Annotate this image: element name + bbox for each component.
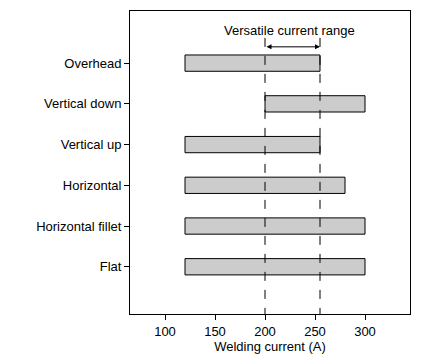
svg-text:Flat: Flat [100, 259, 122, 274]
svg-text:Welding current (A): Welding current (A) [214, 339, 326, 354]
svg-text:Vertical up: Vertical up [61, 137, 122, 152]
svg-text:Horizontal fillet: Horizontal fillet [36, 219, 122, 234]
svg-text:Overhead: Overhead [64, 56, 121, 71]
svg-text:150: 150 [204, 324, 226, 339]
svg-text:Versatile current range: Versatile current range [224, 23, 355, 38]
svg-text:250: 250 [304, 324, 326, 339]
svg-text:Vertical down: Vertical down [44, 96, 121, 111]
svg-text:200: 200 [254, 324, 276, 339]
svg-text:300: 300 [354, 324, 376, 339]
svg-text:100: 100 [154, 324, 176, 339]
svg-text:Horizontal: Horizontal [63, 178, 122, 193]
